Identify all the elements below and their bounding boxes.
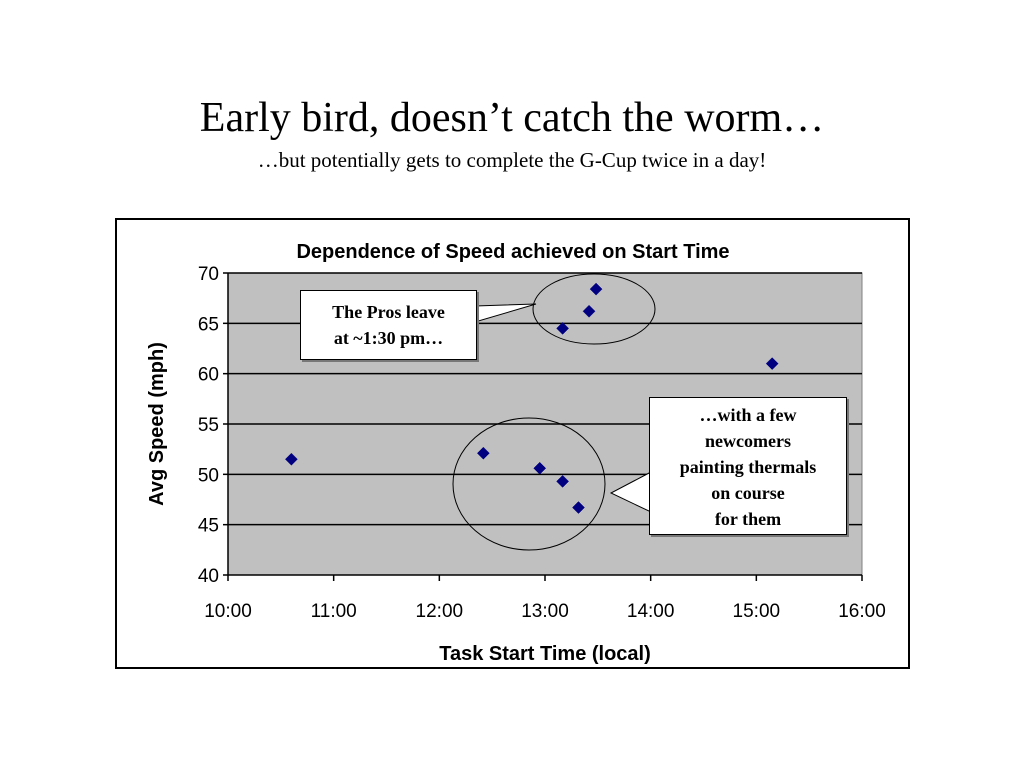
callout-newcomers-line: for them: [714, 509, 782, 529]
y-axis-label: Avg Speed (mph): [146, 342, 168, 506]
callout-pros-line: at ~1:30 pm…: [333, 328, 444, 348]
data-point: [572, 501, 585, 514]
x-tick-label: 16:00: [838, 601, 886, 622]
callout-newcomers-line: on course: [711, 483, 785, 503]
y-tick-label: 40: [198, 566, 219, 587]
y-tick-label: 65: [198, 314, 219, 335]
x-axis-label: Task Start Time (local): [439, 643, 651, 665]
data-point: [556, 475, 569, 488]
data-point: [285, 452, 298, 466]
y-tick-label: 55: [198, 415, 219, 436]
y-tick-label: 70: [198, 264, 219, 285]
highlight-ellipse-newcomers: [452, 417, 606, 551]
callout-pros: The Pros leave at ~1:30 pm…: [300, 290, 477, 360]
slide-title: Early bird, doesn’t catch the worm…: [199, 95, 825, 141]
data-point: [765, 357, 779, 370]
highlight-ellipse-pros: [532, 273, 656, 345]
data-point: [582, 304, 596, 318]
y-tick-label: 50: [198, 465, 219, 486]
y-tick-label: 60: [198, 365, 219, 386]
slide-subtitle: …but potentially gets to complete the G-…: [257, 148, 767, 172]
x-tick-label: 12:00: [416, 601, 464, 622]
data-point: [556, 322, 569, 335]
data-point: [533, 461, 547, 475]
x-tick-label: 10:00: [204, 601, 252, 622]
callout-newcomers-line: painting thermals: [679, 457, 817, 477]
chart-frame: 40 45 50 55 60 65 70 10:00 11:00 12:00 13:00 14:00 1…: [115, 218, 910, 669]
x-tick-label: 13:00: [521, 601, 569, 622]
y-tick-label: 45: [198, 516, 219, 537]
callout-newcomers-line: newcomers: [705, 431, 791, 451]
callout-newcomers-line: …with a few: [699, 405, 797, 425]
data-point: [477, 446, 490, 460]
x-tick-label: 11:00: [311, 601, 357, 622]
x-tick-label: 15:00: [733, 601, 781, 622]
callout-newcomers: …with a few newcomers painting thermals …: [649, 397, 847, 535]
data-point: [589, 282, 603, 296]
callout-pros-line: The Pros leave: [332, 302, 445, 322]
chart-title: Dependence of Speed achieved on Start Ti…: [296, 241, 729, 263]
x-tick-label: 14:00: [627, 601, 675, 622]
